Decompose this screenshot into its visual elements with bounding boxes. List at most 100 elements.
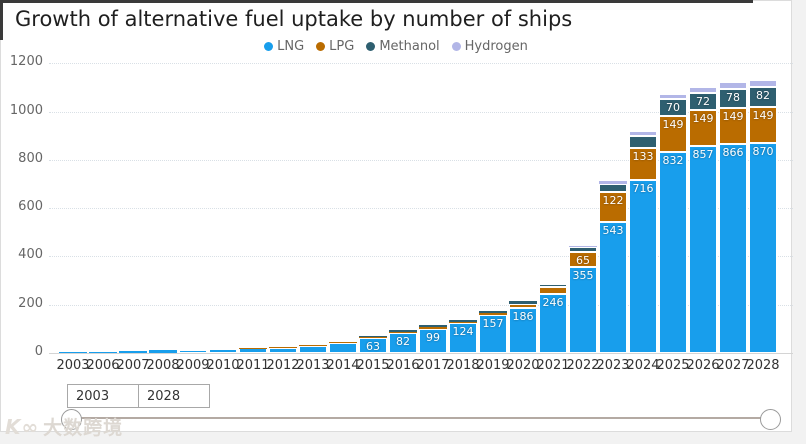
x-axis-label: 2025 <box>656 358 690 373</box>
slider-handle-right[interactable] <box>760 409 781 430</box>
bar-segment-hydrogen[interactable] <box>719 82 747 90</box>
x-axis-label: 2026 <box>686 358 720 373</box>
bar-segment-lpg[interactable]: 122 <box>599 192 627 222</box>
x-axis-label: 2013 <box>296 358 330 373</box>
bar-segment-lpg[interactable] <box>479 312 507 316</box>
bar-segment-lng[interactable]: 246 <box>539 293 567 353</box>
bar-segment-methanol[interactable] <box>629 135 657 148</box>
bar-segment-lng[interactable]: 716 <box>629 180 657 353</box>
bar-segment-methanol[interactable] <box>569 246 597 252</box>
bar-segment-lpg[interactable] <box>359 336 387 338</box>
bar-segment-hydrogen[interactable] <box>599 181 627 184</box>
bar-segment-hydrogen[interactable] <box>569 245 597 247</box>
bar-segment-lng[interactable]: 355 <box>569 267 597 353</box>
bar-segment-lng[interactable] <box>149 350 177 353</box>
bar-value-label: 186 <box>512 310 534 324</box>
bar-segment-lpg[interactable] <box>419 327 447 330</box>
bar-segment-lpg[interactable] <box>329 342 357 344</box>
bar-segment-hydrogen[interactable] <box>689 86 717 93</box>
bar-segment-lng[interactable] <box>299 345 327 353</box>
bar-segment-hydrogen[interactable] <box>659 93 687 100</box>
bar-segment-methanol[interactable] <box>539 283 567 288</box>
bar-segment-methanol[interactable] <box>509 301 537 305</box>
legend-item-lpg[interactable]: LPG <box>316 39 354 54</box>
x-axis-label: 2022 <box>566 358 600 373</box>
bar-segment-lng[interactable]: 543 <box>599 221 627 353</box>
bar-segment-hydrogen[interactable] <box>749 79 777 88</box>
y-axis-label: 1200 <box>9 54 43 70</box>
bar-segment-lpg[interactable]: 133 <box>629 147 657 181</box>
bar-value-label: 149 <box>692 112 714 126</box>
bar-segment-lpg[interactable] <box>539 287 567 294</box>
bar-segment-lng[interactable] <box>59 352 87 353</box>
bar-segment-hydrogen[interactable] <box>629 131 657 136</box>
bar-segment-lng[interactable]: 82 <box>389 333 417 353</box>
legend-item-hydrogen[interactable]: Hydrogen <box>451 39 528 54</box>
bar-segment-methanol[interactable] <box>419 325 447 328</box>
legend-item-methanol[interactable]: Methanol <box>366 39 440 54</box>
bar-segment-lpg[interactable]: 149 <box>689 110 717 147</box>
bar-segment-lng[interactable]: 832 <box>659 152 687 353</box>
legend-dot-icon <box>451 42 461 51</box>
bar-segment-lng[interactable]: 866 <box>719 143 747 353</box>
bar-segment-lpg[interactable] <box>509 304 537 309</box>
bar-value-label: 543 <box>602 223 624 237</box>
bar-segment-lpg[interactable]: 149 <box>719 107 747 144</box>
range-from-input[interactable] <box>67 384 139 408</box>
bar-value-label: 149 <box>722 109 744 123</box>
bar-segment-lng[interactable] <box>209 349 237 353</box>
bar-segment-lng[interactable]: 157 <box>479 315 507 353</box>
bar-segment-lpg[interactable] <box>299 345 327 346</box>
x-axis-label: 2017 <box>416 358 450 373</box>
x-axis-label: 2019 <box>476 358 510 373</box>
bar-value-label: 716 <box>632 182 654 196</box>
bar-segment-methanol[interactable] <box>449 320 477 322</box>
bar-segment-lng[interactable] <box>179 349 207 353</box>
y-gridline <box>49 304 793 306</box>
bar-segment-methanol[interactable] <box>389 330 417 333</box>
bar-segment-lng[interactable]: 63 <box>359 337 387 353</box>
bar-segment-methanol[interactable] <box>599 183 627 193</box>
x-axis-label: 2011 <box>236 358 270 373</box>
y-axis-label: 400 <box>18 247 43 263</box>
x-axis-label: 2023 <box>596 358 630 373</box>
y-axis-label: 200 <box>18 295 43 311</box>
range-to-input[interactable] <box>138 384 210 408</box>
legend-dot-icon <box>316 42 326 51</box>
bar-segment-lpg[interactable] <box>389 332 417 334</box>
bar-segment-lpg[interactable]: 149 <box>749 106 777 143</box>
bar-segment-lpg[interactable]: 65 <box>569 251 597 268</box>
bar-segment-lng[interactable] <box>89 351 117 353</box>
bar-segment-lng[interactable] <box>329 343 357 353</box>
bar-value-label: 82 <box>756 89 770 103</box>
bar-value-label: 857 <box>692 148 714 162</box>
bar-segment-methanol[interactable]: 78 <box>719 89 747 108</box>
bar-segment-lng[interactable]: 857 <box>689 146 717 353</box>
bar-segment-lng[interactable] <box>119 350 147 353</box>
chart-title: Growth of alternative fuel uptake by num… <box>15 7 573 31</box>
legend-item-lng[interactable]: LNG <box>264 39 304 54</box>
bar-segment-lng[interactable]: 870 <box>749 142 777 353</box>
bar-segment-methanol[interactable] <box>359 335 387 337</box>
bar-segment-methanol[interactable]: 70 <box>659 99 687 117</box>
x-axis-label: 2012 <box>266 358 300 373</box>
slider-handle-left[interactable] <box>61 409 82 430</box>
x-axis-label: 2015 <box>356 358 390 373</box>
slider-track[interactable] <box>67 417 773 419</box>
bar-segment-lng[interactable] <box>239 348 267 353</box>
bar-segment-methanol[interactable]: 82 <box>749 87 777 107</box>
bar-segment-lng[interactable]: 186 <box>509 308 537 353</box>
bar-segment-lng[interactable]: 124 <box>449 323 477 353</box>
bar-segment-methanol[interactable] <box>479 310 507 313</box>
bar-segment-lng[interactable] <box>269 347 297 353</box>
window-chrome-left-edge <box>0 0 3 40</box>
bar-value-label: 70 <box>666 101 680 115</box>
bar-segment-methanol[interactable]: 72 <box>689 92 717 111</box>
x-axis-label: 2008 <box>146 358 180 373</box>
bar-segment-lng[interactable]: 99 <box>419 329 447 353</box>
bar-segment-lpg[interactable] <box>449 321 477 324</box>
x-axis-label: 2006 <box>86 358 120 373</box>
y-gridline <box>49 63 793 65</box>
bar-segment-lpg[interactable]: 149 <box>659 116 687 153</box>
